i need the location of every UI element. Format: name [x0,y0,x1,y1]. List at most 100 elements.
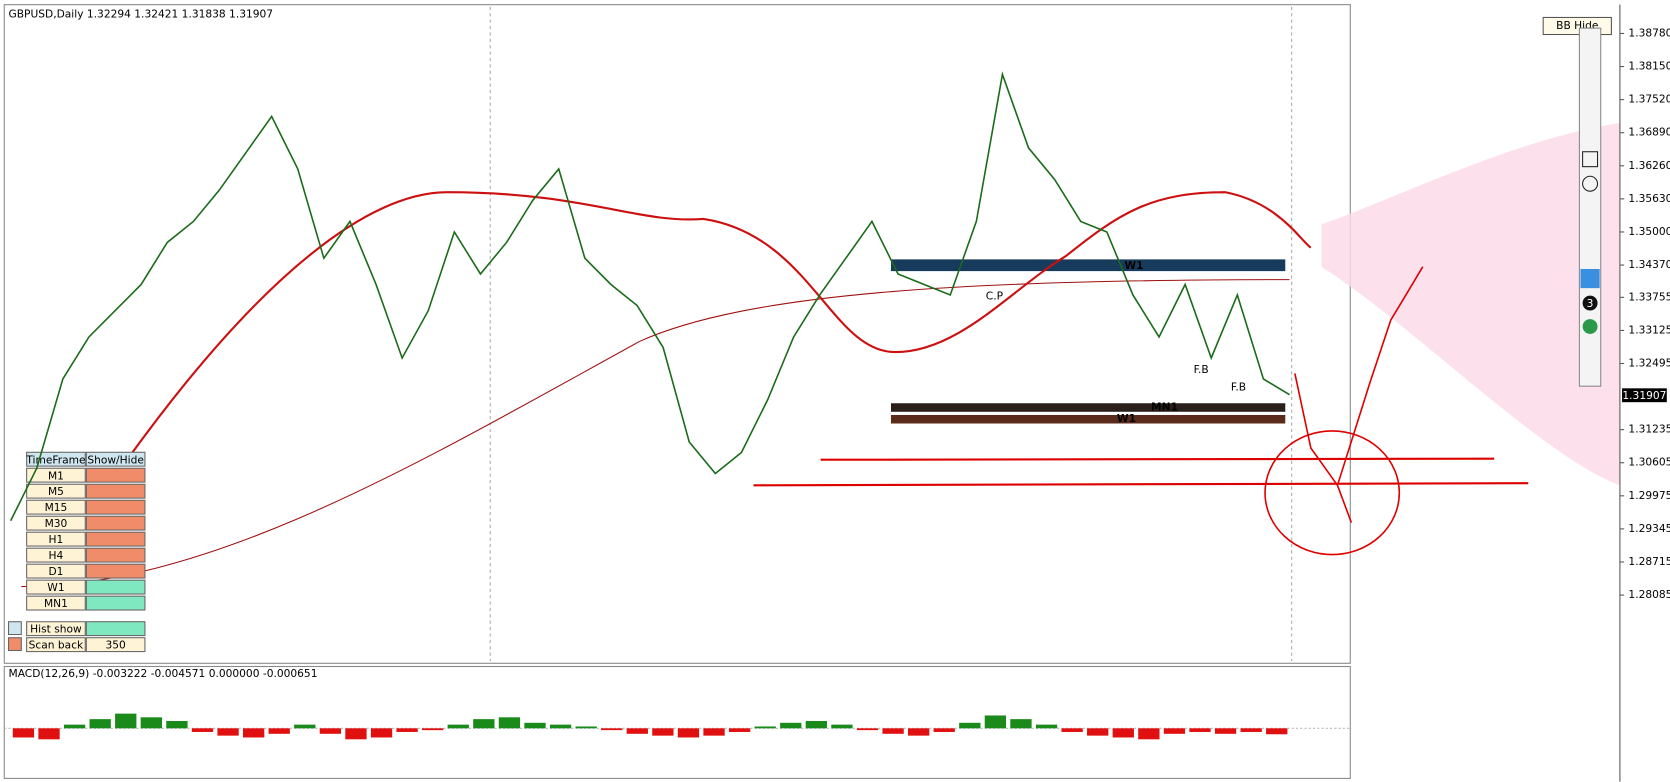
panel-text: Scan back [29,639,84,652]
panel-text[interactable]: H4 [49,549,64,562]
panel-cell[interactable] [26,621,86,637]
panel-cell[interactable] [85,637,146,653]
panel-text[interactable]: H1 [49,533,64,546]
macd-bar [422,728,444,731]
macd-bar [1214,728,1237,734]
y-tick-label: 1.33755 [1628,290,1670,303]
chart-title: GBPUSD,Daily 1.32294 1.32421 1.31838 1.3… [9,7,274,20]
panel-text[interactable]: 350 [105,639,126,652]
panel-text[interactable]: D1 [48,565,63,578]
panel-cell[interactable] [26,499,86,515]
zone-label: W1 [1124,259,1143,272]
y-tick-label: 1.34370 [1628,258,1670,271]
panel-cell[interactable] [26,579,86,595]
macd-bar [575,726,597,729]
y-tick-label: 1.30605 [1628,456,1670,469]
panel-text[interactable]: M15 [45,501,68,514]
panel-cell[interactable] [85,595,146,611]
macd-panel [3,665,1351,779]
panel-text[interactable]: M1 [48,469,64,482]
panel-cell[interactable] [85,531,146,547]
macd-bar [984,715,1007,729]
panel-cell[interactable] [26,595,86,611]
tool-number[interactable]: 3 [1587,297,1594,310]
panel-cell[interactable] [26,531,86,547]
panel-cell[interactable] [85,563,146,579]
macd-bar [856,728,879,731]
panel-cell[interactable] [85,579,146,595]
panel-text[interactable]: Hist show [30,623,82,636]
macd-bar [115,713,137,729]
macd-bar [166,720,188,729]
panel-text: Show/Hide [87,453,144,466]
macd-bar [626,728,648,734]
panel-cell[interactable] [85,467,146,483]
tool-button[interactable] [1582,319,1598,334]
macd-bar [601,728,623,731]
macd-bar [1163,728,1186,734]
volume-profile [1321,122,1620,486]
macd-bar [831,724,853,729]
zone [890,414,1286,424]
panel-text[interactable]: MN1 [44,597,68,610]
panel-text: TimeFrame [25,453,85,466]
macd-bar [1189,728,1211,732]
y-tick-label: 1.35000 [1628,225,1670,238]
moving-average [21,279,1290,588]
panel-cell[interactable] [85,621,146,637]
macd-bar [728,728,751,732]
macd-bar [677,728,700,738]
price-panel [3,4,1351,664]
macd-bar [191,728,214,732]
macd-bar [1010,719,1032,729]
y-tick-label: 1.38780 [1628,26,1670,39]
macd-bar [549,724,572,729]
panel-cell[interactable] [7,621,22,636]
panel-cell[interactable] [26,515,86,531]
panel-cell[interactable] [26,547,86,563]
zone-label: W1 [1117,412,1136,425]
y-tick-label: 1.29975 [1628,489,1670,502]
panel-cell[interactable] [7,637,22,652]
panel-cell[interactable] [26,563,86,579]
macd-bar [780,722,802,729]
panel-cell[interactable] [85,483,146,499]
macd-bar [447,724,469,729]
panel-cell[interactable] [26,483,86,499]
tool-button[interactable] [1582,151,1599,168]
zone [890,259,1286,272]
panel-text[interactable]: M30 [45,517,68,530]
tool-button[interactable] [1582,175,1599,192]
toolbar: 3 [1578,27,1602,387]
macd-bar [217,728,239,736]
y-tick-label: 1.35630 [1628,192,1670,205]
moving-average [127,191,1312,460]
macd-bar [1138,728,1160,740]
panel-text[interactable]: M5 [48,485,64,498]
macd-bar [933,728,955,732]
y-tick-label: 1.28085 [1628,588,1670,601]
macd-bar [268,728,290,734]
macd-bar [1061,728,1083,732]
tool-button[interactable] [1582,295,1598,311]
panel-cell [85,451,146,467]
macd-bar [652,728,674,736]
last-price-box [1622,388,1667,403]
tool-button[interactable] [1580,268,1600,289]
panel-cell[interactable] [85,515,146,531]
macd-bar [1035,724,1058,729]
macd-bar [473,719,495,729]
macd-bar [703,728,725,736]
panel-cell [26,451,86,467]
panel-text[interactable]: W1 [47,581,64,594]
panel-cell[interactable] [85,499,146,515]
zone [890,403,1286,412]
panel-cell[interactable] [26,467,86,483]
panel-cell[interactable] [85,547,146,563]
y-tick-label: 1.32495 [1628,357,1670,370]
y-tick-label: 1.38150 [1628,60,1670,73]
macd-bar [370,728,393,738]
macd-bar [754,726,776,729]
